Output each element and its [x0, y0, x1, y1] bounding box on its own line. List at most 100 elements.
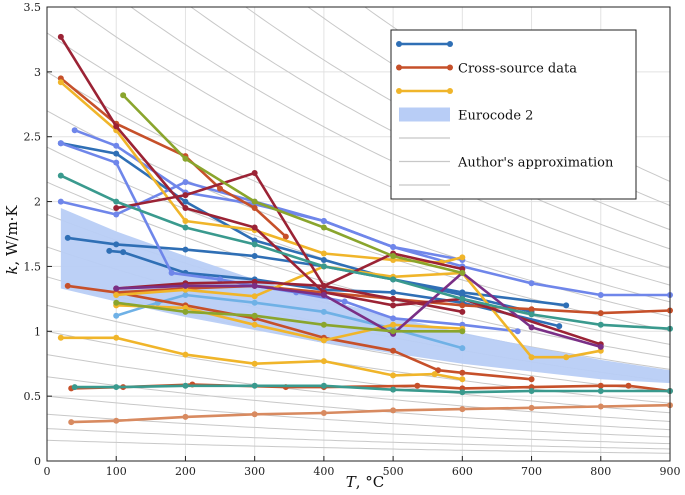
- series-point: [528, 306, 535, 313]
- legend-marker: [447, 41, 453, 47]
- series-point: [120, 92, 127, 99]
- series-line-20: [122, 94, 463, 275]
- series-point: [64, 234, 71, 241]
- series-line-22: [60, 174, 671, 330]
- axis-ticks: 0 100 200 300 400 500 600 700 800 900 0 0.5 1 1.5 2 2.5…: [24, 1, 681, 478]
- series-line-9: [115, 291, 532, 381]
- x-axis-variable: T: [346, 473, 357, 491]
- legend-marker: [396, 41, 402, 47]
- legend: Cross-source data Eurocode 2 Author's appr…: [390, 29, 637, 200]
- approximation-curve-14: [47, 71, 670, 317]
- y-tick-label: 2.5: [24, 131, 42, 144]
- series-point: [528, 376, 535, 383]
- series-point: [182, 179, 189, 186]
- series-point: [390, 253, 397, 260]
- series-23: [71, 382, 673, 396]
- series-point: [563, 354, 570, 361]
- legend-marker: [396, 64, 402, 71]
- series-point: [71, 384, 78, 391]
- series-point: [459, 289, 466, 296]
- series-point: [71, 127, 78, 134]
- series-point: [528, 311, 535, 318]
- legend-item-3: Eurocode 2: [399, 107, 533, 124]
- y-tick-label: 0.5: [24, 390, 42, 403]
- series-point: [113, 159, 120, 166]
- legend-item-0: [396, 41, 453, 47]
- series-point: [251, 411, 258, 418]
- series-point: [251, 224, 258, 231]
- series-point: [217, 276, 224, 283]
- series-point: [459, 269, 466, 276]
- series-line-21: [116, 301, 463, 333]
- legend-item-2: [396, 88, 453, 94]
- x-axis-label: T, °C: [346, 473, 385, 491]
- series-point: [320, 321, 327, 328]
- y-axis-label: k, W/m·K: [3, 205, 21, 275]
- series-point: [459, 406, 466, 413]
- series-line-19: [116, 271, 602, 349]
- series-point: [64, 282, 71, 289]
- series-point: [182, 291, 189, 298]
- approximation-curve-0: [47, 439, 670, 454]
- y-tick-label: 1: [34, 325, 41, 338]
- series-point: [251, 299, 258, 306]
- approximation-curve-2: [47, 413, 670, 445]
- series-point: [182, 382, 189, 389]
- y-axis-unit: , W/m·K: [3, 205, 21, 266]
- series-point: [113, 384, 120, 391]
- series-point: [459, 308, 466, 315]
- series-point: [320, 263, 327, 270]
- series-point: [113, 299, 120, 306]
- legend-marker: [447, 88, 453, 94]
- series-point: [528, 354, 535, 361]
- series-point: [459, 376, 466, 383]
- series-11: [68, 402, 673, 426]
- series-point: [106, 247, 113, 254]
- series-point: [414, 382, 421, 389]
- series-point: [459, 295, 466, 302]
- series-point: [597, 382, 604, 389]
- legend-patch: [399, 107, 450, 122]
- series-point: [528, 280, 535, 287]
- series-point: [251, 170, 258, 177]
- legend-marker: [447, 64, 453, 71]
- series-point: [182, 282, 189, 289]
- series-point: [390, 321, 397, 328]
- series-point: [320, 337, 327, 344]
- x-tick-label: 700: [521, 465, 542, 478]
- series-point: [390, 386, 397, 393]
- series-point: [57, 198, 64, 205]
- y-tick-label: 0: [34, 455, 41, 468]
- series-point: [251, 282, 258, 289]
- series-point: [113, 211, 120, 218]
- series-point: [459, 345, 466, 352]
- series-line-18: [116, 280, 463, 314]
- series-point: [68, 419, 75, 426]
- series-point: [182, 351, 189, 358]
- series-21: [113, 299, 466, 335]
- series-point: [113, 150, 120, 157]
- series-point: [182, 218, 189, 225]
- approximation-curve-5: [47, 354, 670, 422]
- series-point: [182, 246, 189, 253]
- approximation-curve-4: [47, 376, 670, 431]
- x-tick-label: 0: [44, 465, 51, 478]
- series-point: [390, 289, 397, 296]
- y-tick-label: 2: [34, 196, 41, 209]
- series-line-0: [60, 141, 532, 314]
- approximation-curve-3: [47, 395, 670, 438]
- x-tick-label: 600: [452, 465, 473, 478]
- series-point: [341, 298, 348, 305]
- series-point: [320, 218, 327, 225]
- series-point: [459, 328, 466, 335]
- series-point: [431, 371, 438, 378]
- series-point: [251, 360, 258, 367]
- series-line-7: [59, 77, 287, 238]
- series-point: [113, 123, 120, 130]
- series-point: [182, 308, 189, 315]
- series-point: [57, 79, 64, 86]
- x-tick-label: 100: [106, 465, 127, 478]
- series-point: [320, 382, 327, 389]
- series-point: [320, 410, 327, 417]
- series-point: [435, 367, 442, 374]
